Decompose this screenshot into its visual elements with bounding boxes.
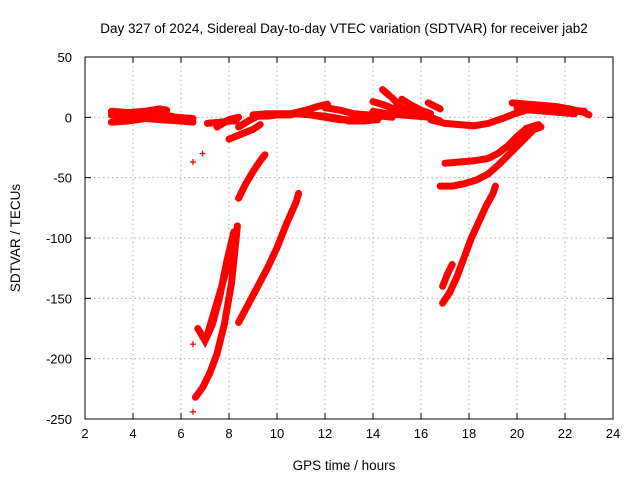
x-tick-label: 20 (510, 426, 524, 441)
x-tick-label: 6 (177, 426, 184, 441)
series-arc-26 (191, 222, 241, 401)
data-point-marker (190, 341, 196, 348)
y-tick-label: -250 (46, 412, 72, 427)
series-arc-21 (523, 101, 588, 115)
chart-title: Day 327 of 2024, Sidereal Day-to-day VTE… (100, 21, 587, 36)
x-tick-label: 10 (270, 426, 284, 441)
series-arc-29 (235, 151, 269, 202)
y-tick-label: -50 (53, 171, 72, 186)
data-point-marker (190, 408, 196, 415)
x-tick-label: 18 (462, 426, 476, 441)
y-tick-label: -100 (46, 231, 72, 246)
x-axis-label: GPS time / hours (293, 458, 396, 473)
x-tick-label: 16 (414, 426, 428, 441)
series-arc-6 (225, 121, 264, 143)
x-tick-label: 4 (129, 426, 136, 441)
y-tick-label: -200 (46, 352, 72, 367)
series-arc-28 (203, 256, 233, 338)
series-arc-2 (107, 105, 171, 117)
series-arc-30 (235, 189, 303, 326)
series-arc-11 (321, 104, 387, 120)
x-tick-label: 14 (366, 426, 380, 441)
x-axis-ticks: 2 4 6 8 10 12 14 16 18 20 22 24 (81, 57, 620, 441)
data-point-marker (192, 394, 199, 401)
grid-lines (85, 57, 613, 419)
x-tick-label: 24 (606, 426, 620, 441)
series-arc-23 (436, 123, 545, 190)
y-tick-label: 50 (58, 50, 72, 65)
series-arc-3 (107, 114, 197, 126)
y-tick-label: -150 (46, 291, 72, 306)
series-arc-25 (439, 261, 456, 290)
series-arc-14 (369, 98, 413, 116)
series-arc-5 (213, 113, 243, 131)
y-axis-label: SDTVAR / TECUs (8, 184, 23, 293)
x-tick-label: 2 (81, 426, 88, 441)
series-arc-24 (439, 182, 499, 307)
series-arc-17 (424, 99, 444, 113)
data-point-marker (199, 150, 206, 157)
series-arc-22 (441, 121, 543, 167)
x-tick-label: 22 (558, 426, 572, 441)
y-tick-label: 0 (65, 110, 72, 125)
data-point-marker (190, 158, 196, 165)
y-axis-ticks: 50 0 -50 -100 -150 -200 -250 (46, 50, 613, 427)
x-tick-label: 8 (225, 426, 232, 441)
data-series (107, 86, 593, 415)
x-tick-label: 12 (318, 426, 332, 441)
